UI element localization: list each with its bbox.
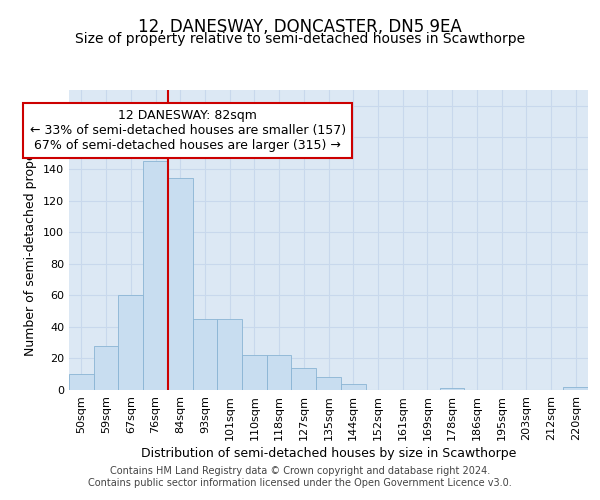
- Bar: [292, 368, 316, 390]
- Text: 12 DANESWAY: 82sqm
← 33% of semi-detached houses are smaller (157)
67% of semi-d: 12 DANESWAY: 82sqm ← 33% of semi-detache…: [29, 109, 346, 152]
- Y-axis label: Number of semi-detached properties: Number of semi-detached properties: [25, 124, 37, 356]
- Text: 12, DANESWAY, DONCASTER, DN5 9EA: 12, DANESWAY, DONCASTER, DN5 9EA: [138, 18, 462, 36]
- Bar: [217, 319, 242, 390]
- Bar: [118, 296, 143, 390]
- Text: Contains HM Land Registry data © Crown copyright and database right 2024.
Contai: Contains HM Land Registry data © Crown c…: [88, 466, 512, 487]
- Bar: [267, 356, 292, 390]
- Bar: [440, 388, 464, 390]
- Bar: [242, 356, 267, 390]
- Bar: [143, 161, 168, 390]
- Bar: [193, 319, 217, 390]
- Bar: [341, 384, 365, 390]
- Bar: [69, 374, 94, 390]
- Bar: [563, 387, 588, 390]
- Bar: [316, 378, 341, 390]
- Bar: [94, 346, 118, 390]
- Text: Size of property relative to semi-detached houses in Scawthorpe: Size of property relative to semi-detach…: [75, 32, 525, 46]
- X-axis label: Distribution of semi-detached houses by size in Scawthorpe: Distribution of semi-detached houses by …: [141, 447, 516, 460]
- Bar: [168, 178, 193, 390]
